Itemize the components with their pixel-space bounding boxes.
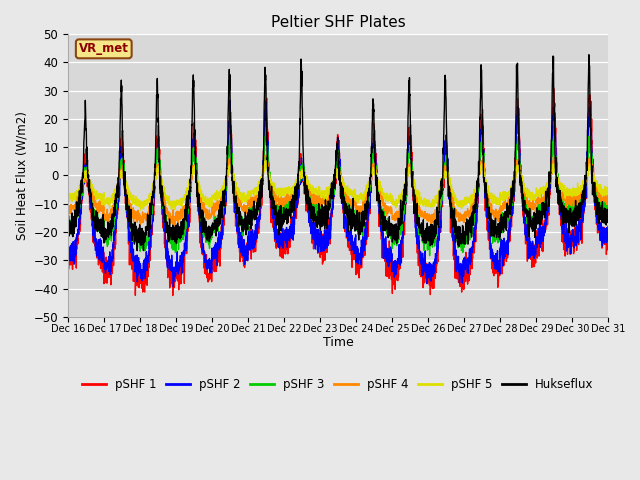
- pSHF 5: [295, 170, 303, 176]
- pSHF 2: [227, 97, 234, 103]
- pSHF 1: [158, 201, 166, 206]
- pSHF 4: [125, 200, 133, 206]
- pSHF 4: [295, 170, 303, 176]
- pSHF 3: [158, 186, 166, 192]
- pSHF 5: [158, 176, 166, 182]
- pSHF 3: [262, 124, 270, 130]
- pSHF 5: [594, 181, 602, 187]
- pSHF 1: [271, 238, 279, 243]
- pSHF 5: [125, 189, 133, 194]
- pSHF 5: [137, 207, 145, 213]
- pSHF 5: [271, 189, 279, 194]
- pSHF 5: [536, 192, 543, 198]
- pSHF 5: [604, 186, 612, 192]
- Hukseflux: [295, 163, 303, 169]
- pSHF 3: [604, 205, 612, 211]
- Hukseflux: [271, 210, 279, 216]
- pSHF 3: [64, 224, 72, 230]
- Hukseflux: [594, 202, 602, 207]
- pSHF 1: [125, 245, 133, 251]
- pSHF 4: [594, 193, 602, 199]
- pSHF 4: [536, 193, 543, 199]
- pSHF 3: [536, 208, 543, 214]
- Title: Peltier SHF Plates: Peltier SHF Plates: [271, 15, 405, 30]
- Hukseflux: [133, 248, 141, 253]
- pSHF 4: [271, 197, 279, 203]
- pSHF 2: [594, 216, 602, 221]
- Hukseflux: [604, 212, 612, 218]
- pSHF 3: [271, 206, 279, 212]
- Line: pSHF 3: pSHF 3: [68, 127, 608, 256]
- pSHF 1: [594, 230, 602, 236]
- pSHF 2: [158, 191, 166, 196]
- Hukseflux: [158, 183, 166, 189]
- pSHF 3: [125, 213, 133, 218]
- pSHF 4: [171, 222, 179, 228]
- pSHF 3: [426, 253, 433, 259]
- Hukseflux: [536, 207, 543, 213]
- Legend: pSHF 1, pSHF 2, pSHF 3, pSHF 4, pSHF 5, Hukseflux: pSHF 1, pSHF 2, pSHF 3, pSHF 4, pSHF 5, …: [77, 373, 598, 396]
- Hukseflux: [125, 223, 133, 229]
- Line: Hukseflux: Hukseflux: [68, 55, 608, 251]
- pSHF 1: [64, 245, 72, 251]
- pSHF 4: [64, 211, 72, 217]
- pSHF 3: [295, 178, 303, 184]
- pSHF 2: [64, 257, 72, 263]
- Line: pSHF 5: pSHF 5: [68, 160, 608, 210]
- pSHF 3: [594, 196, 602, 202]
- Hukseflux: [64, 214, 72, 219]
- pSHF 1: [536, 247, 543, 252]
- Line: pSHF 1: pSHF 1: [68, 88, 608, 296]
- Line: pSHF 2: pSHF 2: [68, 100, 608, 287]
- Line: pSHF 4: pSHF 4: [68, 155, 608, 225]
- X-axis label: Time: Time: [323, 336, 353, 349]
- pSHF 1: [604, 224, 612, 229]
- pSHF 5: [64, 197, 72, 203]
- pSHF 2: [125, 239, 133, 245]
- pSHF 4: [158, 180, 166, 185]
- pSHF 2: [536, 231, 543, 237]
- pSHF 2: [604, 234, 612, 240]
- Y-axis label: Soil Heat Flux (W/m2): Soil Heat Flux (W/m2): [15, 111, 28, 240]
- pSHF 1: [295, 169, 303, 175]
- Text: VR_met: VR_met: [79, 42, 129, 55]
- Hukseflux: [585, 52, 593, 58]
- pSHF 2: [295, 180, 303, 186]
- pSHF 2: [170, 284, 177, 290]
- pSHF 2: [271, 228, 279, 234]
- pSHF 1: [169, 293, 177, 299]
- pSHF 5: [263, 157, 271, 163]
- pSHF 4: [604, 198, 612, 204]
- pSHF 1: [550, 85, 557, 91]
- pSHF 4: [262, 152, 269, 158]
